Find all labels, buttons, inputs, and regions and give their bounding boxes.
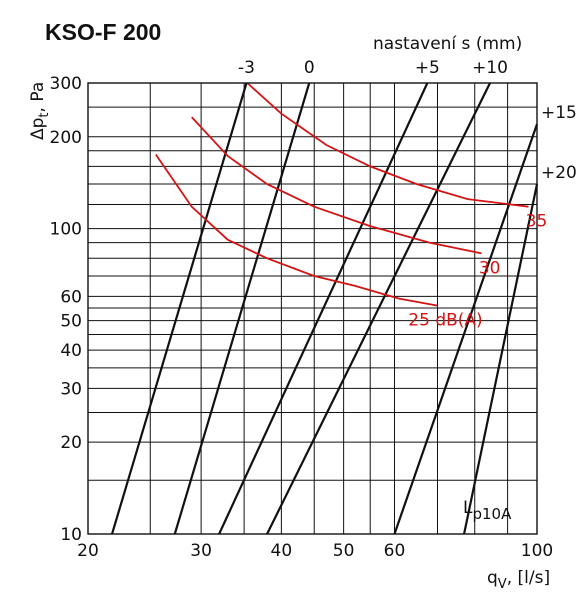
noise-label: 35	[526, 212, 548, 232]
plot-frame	[87, 82, 538, 535]
y-tick-label: 100	[50, 220, 82, 240]
y-axis-label-unit: , Pa	[28, 82, 48, 113]
x-axis-label: qV, [l/s]	[487, 568, 550, 592]
x-tick-label: 40	[271, 541, 293, 561]
x-axis-label-main: q	[487, 568, 498, 588]
noise-label: 30	[479, 258, 501, 278]
setting-label: -3	[238, 58, 255, 78]
setting-line	[266, 82, 492, 535]
x-axis-label-unit: , [l/s]	[507, 568, 550, 588]
setting-label: +15	[541, 103, 577, 123]
annotation-lp10a: Lp10A	[463, 498, 512, 523]
annotation-main: L	[463, 498, 473, 518]
y-axis-label: Δpt, Pa	[28, 82, 52, 140]
setting-line	[173, 82, 311, 535]
y-tick-labels: 10 20 30 40 50 60 100 200 300	[50, 74, 82, 545]
setting-label: +10	[472, 58, 508, 78]
y-tick-label: 40	[60, 341, 82, 361]
y-tick-label: 50	[60, 312, 82, 332]
y-tick-label: 300	[50, 74, 82, 94]
noise-curves	[155, 82, 529, 307]
setting-line	[218, 82, 429, 535]
y-tick-label: 20	[60, 433, 82, 453]
setting-label: 0	[304, 58, 315, 78]
setting-labels: -3 0 +5 +10 +15 +20	[238, 58, 577, 183]
setting-lines	[110, 82, 539, 535]
annotation-sub: p10A	[472, 505, 512, 523]
setting-line	[463, 183, 539, 535]
x-axis-label-sub: V	[498, 577, 507, 592]
y-tick-label: 30	[60, 379, 82, 399]
noise-labels: 25 dB(A) 30 35	[408, 212, 547, 331]
x-tick-label: 30	[190, 541, 212, 561]
noise-curve	[191, 116, 482, 255]
x-tick-label: 100	[521, 541, 553, 561]
setting-axis-label: nastavení s (mm)	[373, 34, 522, 54]
x-tick-label: 50	[333, 541, 355, 561]
noise-label: 25 dB(A)	[408, 311, 482, 331]
y-tick-label: 10	[60, 525, 82, 545]
setting-line	[110, 82, 248, 535]
x-tick-label: 60	[384, 541, 406, 561]
chart-title: KSO-F 200	[45, 19, 161, 45]
noise-curve	[155, 153, 438, 307]
setting-label: +5	[415, 58, 440, 78]
y-tick-label: 200	[50, 128, 82, 148]
setting-line	[393, 123, 539, 535]
x-tick-label: 20	[77, 541, 99, 561]
y-axis-label-sub: t	[37, 112, 52, 117]
grid	[87, 82, 538, 535]
noise-curve	[246, 82, 529, 208]
y-tick-label: 60	[60, 287, 82, 307]
x-tick-labels: 20 30 40 50 60 100	[77, 541, 553, 561]
y-axis-label-main: Δp	[28, 118, 48, 140]
setting-label: +20	[541, 163, 577, 183]
